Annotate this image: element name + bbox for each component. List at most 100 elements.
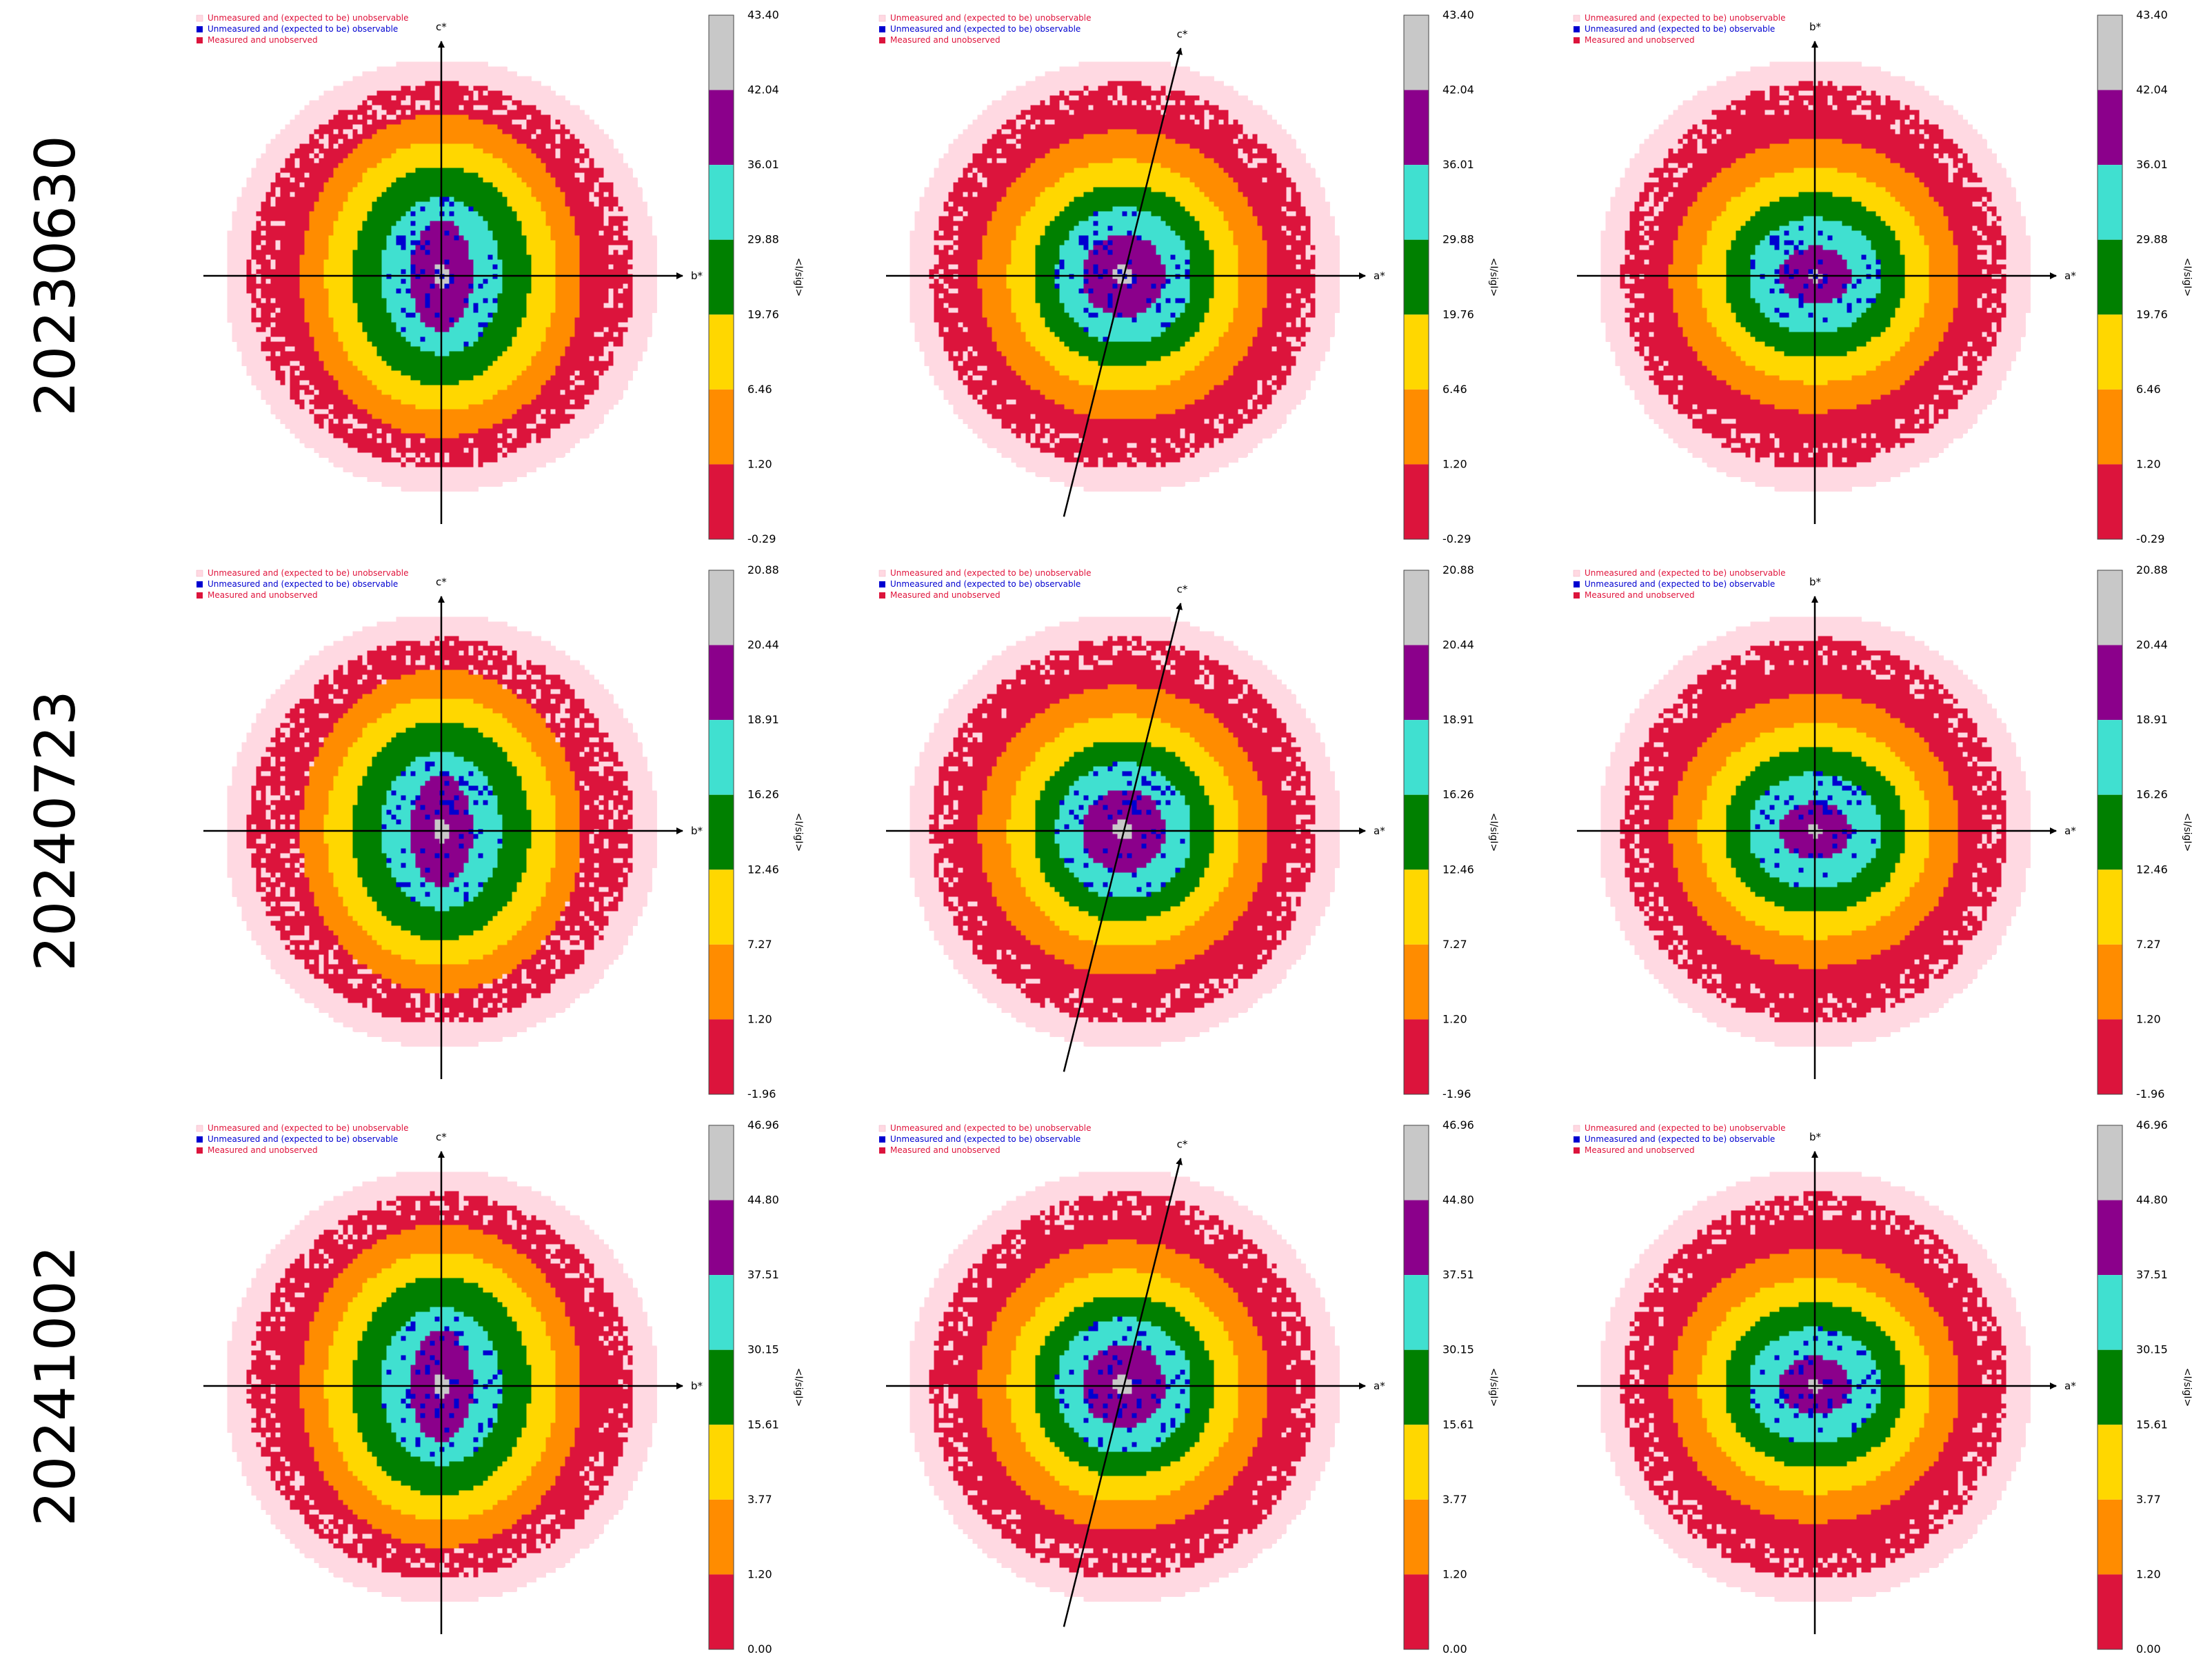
legend-label: Unmeasured and (expected to be) observab… [1585,579,1775,589]
colorbar-band [1404,314,1429,390]
legend-swatch [1573,592,1580,599]
colorbar-tick-label: 12.46 [2136,863,2168,876]
colorbar-tick-label: 20.44 [2136,639,2168,652]
colorbar-tick-label: 7.27 [747,938,772,951]
colorbar-band [709,90,734,165]
colorbar-tick-label: 19.76 [747,308,779,321]
colorbar-band [1404,720,1429,795]
colorbar-tick-label: 42.04 [747,83,779,97]
colorbar-band [2098,1125,2122,1200]
colorbar-band [709,645,734,721]
colorbar-tick-label: 1.20 [1442,1567,1467,1580]
legend-label: Measured and unobserved [1585,590,1695,600]
colorbar-band [2098,314,2122,390]
legend-swatch [196,570,203,577]
legend-label: Unmeasured and (expected to be) observab… [208,1134,398,1144]
heatmap-cells [227,616,657,1047]
colorbar-band [2098,944,2122,1020]
legend-swatch [878,14,886,22]
colorbar-tick-label: -1.96 [747,1087,776,1100]
colorbar-title: <I/sigI> [2182,813,2193,852]
row-label: 20241002 [23,1245,88,1526]
colorbar-band [1404,1499,1429,1575]
colorbar-band [2098,645,2122,721]
colorbar-tick-label: 36.01 [1442,158,1474,171]
panel-20240723-0: Unmeasured and (expected to be) unobserv… [196,563,804,1100]
colorbar-tick-label: 15.61 [747,1418,779,1431]
legend-swatch [197,1136,203,1143]
legend-swatch [1573,581,1580,587]
colorbar-tick-label: 46.96 [1442,1118,1474,1132]
horizontal-axis-label: b* [691,270,703,282]
colorbar-band [2098,570,2122,645]
colorbar-band [1404,1349,1429,1425]
legend-label: Unmeasured and (expected to be) unobserv… [1585,13,1786,23]
colorbar-band [1404,389,1429,465]
colorbar-tick-label: 20.88 [747,563,779,576]
panel-20241002-1: Unmeasured and (expected to be) unobserv… [878,1118,1499,1656]
colorbar-tick-label: 6.46 [1442,383,1467,396]
colorbar-tick-label: 1.20 [2136,1012,2161,1025]
colorbar-band [709,1125,734,1200]
colorbar-band [709,314,734,390]
colorbar-tick-label: 37.51 [2136,1268,2168,1281]
colorbar-band [2098,1200,2122,1276]
horizontal-axis-label: b* [691,1380,703,1392]
colorbar-tick-label: 36.01 [747,158,779,171]
vertical-axis [1063,48,1183,517]
horizontal-axis-label: b* [691,825,703,837]
colorbar-band [2098,1425,2122,1500]
legend-label: Unmeasured and (expected to be) unobserv… [208,13,409,23]
legend-swatch [1573,37,1580,43]
legend-swatch [1573,26,1580,32]
colorbar-tick-label: 20.44 [747,639,779,652]
legend-label: Unmeasured and (expected to be) observab… [208,579,398,589]
colorbar-band [2098,464,2122,539]
heatmap-cells [909,616,1340,1047]
colorbar: 20.88 20.44 18.91 16.26 12.46 7.27 1.20 -1.96 <I… [708,563,804,1100]
colorbar-band [1404,464,1429,539]
axes: a* c* [886,1138,1385,1627]
row-label: 20230630 [23,135,88,416]
colorbar-band [709,1349,734,1425]
heatmap-cells [909,61,1340,492]
panel-legend: Unmeasured and (expected to be) unobserv… [1573,1123,1786,1155]
colorbar-band [1404,90,1429,165]
colorbar-band [1404,1125,1429,1200]
colorbar-tick-label: 37.51 [747,1268,779,1281]
colorbar-tick-label: 1.20 [747,1567,772,1580]
colorbar-tick-label: 18.91 [1442,713,1474,726]
axes: a* c* [886,583,1385,1072]
panel-20240723-1: Unmeasured and (expected to be) unobserv… [878,563,1499,1100]
colorbar-band [2098,1275,2122,1350]
legend-label: Unmeasured and (expected to be) observab… [890,579,1080,589]
legend-label: Unmeasured and (expected to be) unobserv… [1585,1123,1786,1133]
colorbar-band [1404,1200,1429,1276]
colorbar-band [2098,1574,2122,1649]
colorbar-tick-label: 44.80 [747,1194,779,1207]
legend-label: Measured and unobserved [890,590,1001,600]
colorbar-tick-label: 3.77 [2136,1493,2161,1506]
colorbar-tick-label: 43.40 [747,8,779,21]
colorbar-tick-label: 42.04 [2136,83,2168,97]
legend-swatch [879,37,885,43]
colorbar-tick-label: 30.15 [747,1343,779,1356]
colorbar-tick-label: 46.96 [2136,1118,2168,1132]
colorbar-band [709,1275,734,1350]
colorbar-tick-label: 16.26 [747,788,779,801]
panel-legend: Unmeasured and (expected to be) unobserv… [196,568,409,600]
colorbar-title: <I/sigI> [2182,1368,2193,1407]
legend-swatch [879,26,885,32]
colorbar-tick-label: 1.20 [747,1012,772,1025]
legend-swatch [197,1147,203,1154]
legend-label: Unmeasured and (expected to be) unobserv… [1585,568,1786,578]
legend-label: Unmeasured and (expected to be) observab… [1585,24,1775,34]
colorbar: 43.40 42.04 36.01 29.88 19.76 6.46 1.20 -0.29 <I… [708,8,804,545]
vertical-axis [1063,603,1183,1072]
colorbar-band [2098,389,2122,465]
legend-swatch [1573,570,1580,577]
colorbar-tick-label: 12.46 [747,863,779,876]
legend-label: Unmeasured and (expected to be) observab… [890,1134,1080,1144]
colorbar-band [2098,1349,2122,1425]
colorbar: 46.96 44.80 37.51 30.15 15.61 3.77 1.20 0.00 <I/… [2097,1118,2193,1656]
